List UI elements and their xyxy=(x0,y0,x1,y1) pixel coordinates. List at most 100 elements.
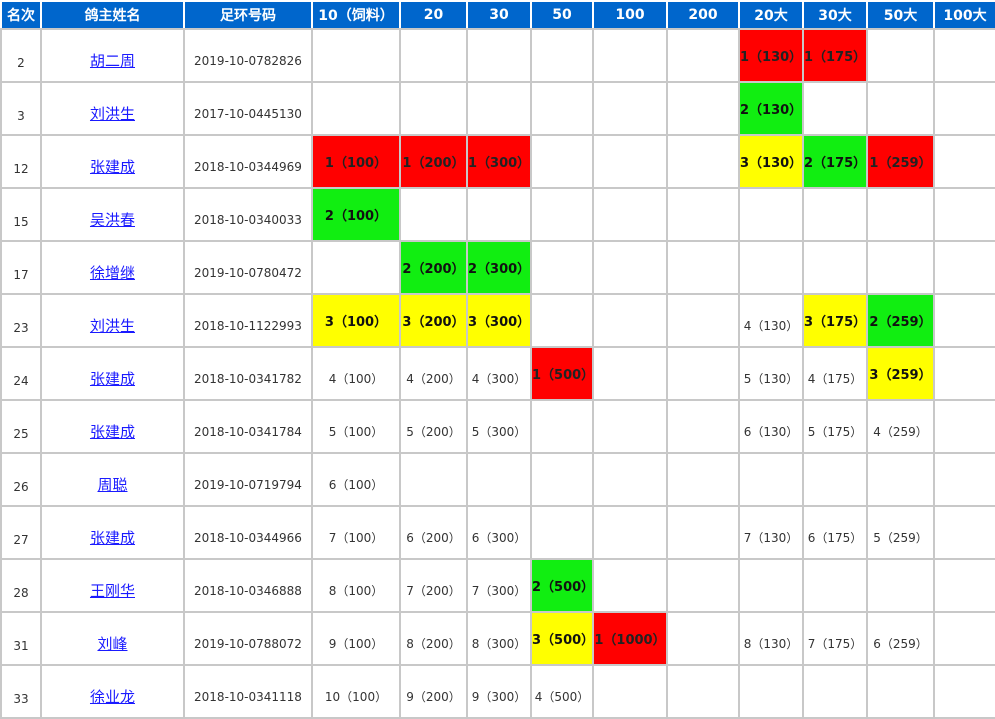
owner-name-link[interactable]: 徐增继 xyxy=(89,264,135,282)
owner-name-link[interactable]: 张建成 xyxy=(89,158,135,176)
rank-cell: 12 xyxy=(0,134,42,189)
owner-name-link[interactable]: 王刚华 xyxy=(89,582,135,600)
owner-name-cell: 王刚华 xyxy=(40,558,185,613)
table-row: 27 张建成 2018-10-0344966 7（100） 6（200） 6（300） 7（… xyxy=(0,505,995,560)
owner-name-link[interactable]: 张建成 xyxy=(89,370,135,388)
result-cell: 5（175） xyxy=(802,399,868,454)
result-cell: 4（259） xyxy=(866,399,935,454)
result-cell: 8（300） xyxy=(466,611,532,666)
result-cell xyxy=(933,558,995,613)
owner-name-link[interactable]: 刘洪生 xyxy=(89,317,135,335)
result-cell xyxy=(530,134,594,189)
result-cell xyxy=(666,293,740,348)
result-cell xyxy=(530,293,594,348)
owner-name-cell: 刘洪生 xyxy=(40,81,185,136)
result-cell xyxy=(530,187,594,242)
result-cell: 7（300） xyxy=(466,558,532,613)
result-cell: 4（500） xyxy=(530,664,594,719)
result-cell xyxy=(530,240,594,295)
result-cell xyxy=(666,664,740,719)
result-cell xyxy=(399,81,468,136)
result-cell xyxy=(866,558,935,613)
owner-name-link[interactable]: 张建成 xyxy=(89,529,135,547)
header-rank: 名次 xyxy=(0,0,42,30)
result-cell xyxy=(933,134,995,189)
owner-name-cell: 刘峰 xyxy=(40,611,185,666)
owner-name-link[interactable]: 胡二周 xyxy=(89,52,135,70)
result-cell xyxy=(933,28,995,83)
owner-name-link[interactable]: 徐业龙 xyxy=(89,688,135,706)
result-cell xyxy=(530,399,594,454)
result-cell xyxy=(933,664,995,719)
rank-cell: 17 xyxy=(0,240,42,295)
result-cell xyxy=(666,399,740,454)
result-cell: 2（100） xyxy=(311,187,401,242)
result-cell xyxy=(802,664,868,719)
owner-name-link[interactable]: 周聪 xyxy=(97,476,128,494)
result-cell xyxy=(399,452,468,507)
result-cell: 3（130） xyxy=(738,134,804,189)
result-cell xyxy=(592,346,668,401)
header-row: 名次 鸽主姓名 足环号码 10（饲料） 20 30 50 100 200 20大 30大 50大 100… xyxy=(0,0,995,30)
result-cell xyxy=(530,81,594,136)
rank-cell: 26 xyxy=(0,452,42,507)
owner-name-link[interactable]: 张建成 xyxy=(89,423,135,441)
result-cell: 9（300） xyxy=(466,664,532,719)
result-cell: 4（130） xyxy=(738,293,804,348)
rank-cell: 33 xyxy=(0,664,42,719)
result-cell xyxy=(592,452,668,507)
header-30-big: 30大 xyxy=(802,0,868,30)
result-cell: 2（500） xyxy=(530,558,594,613)
result-cell xyxy=(592,558,668,613)
table-row: 33 徐业龙 2018-10-0341118 10（100） 9（200） 9（300） 4… xyxy=(0,664,995,719)
result-cell xyxy=(738,452,804,507)
result-cell: 7（200） xyxy=(399,558,468,613)
result-cell xyxy=(666,81,740,136)
rank-cell: 28 xyxy=(0,558,42,613)
ring-number-cell: 2018-10-0341118 xyxy=(183,664,313,719)
result-cell xyxy=(666,452,740,507)
result-cell: 6（259） xyxy=(866,611,935,666)
rank-cell: 24 xyxy=(0,346,42,401)
ring-number-cell: 2018-10-0341782 xyxy=(183,346,313,401)
result-cell xyxy=(311,81,401,136)
rank-cell: 23 xyxy=(0,293,42,348)
result-cell xyxy=(399,187,468,242)
result-cell: 4（300） xyxy=(466,346,532,401)
result-cell: 9（100） xyxy=(311,611,401,666)
ring-number-cell: 2018-10-0346888 xyxy=(183,558,313,613)
header-20-big: 20大 xyxy=(738,0,804,30)
table-row: 28 王刚华 2018-10-0346888 8（100） 7（200） 7（300） 2（… xyxy=(0,558,995,613)
result-cell xyxy=(592,505,668,560)
ring-number-cell: 2018-10-1122993 xyxy=(183,293,313,348)
result-cell xyxy=(311,240,401,295)
owner-name-cell: 徐增继 xyxy=(40,240,185,295)
ring-number-cell: 2018-10-0344966 xyxy=(183,505,313,560)
result-cell xyxy=(530,452,594,507)
ring-number-cell: 2019-10-0719794 xyxy=(183,452,313,507)
result-cell xyxy=(592,293,668,348)
result-cell xyxy=(592,664,668,719)
result-cell xyxy=(933,346,995,401)
owner-name-link[interactable]: 刘峰 xyxy=(97,635,128,653)
table-row: 17 徐增继 2019-10-0780472 2（200） 2（300） xyxy=(0,240,995,295)
header-20: 20 xyxy=(399,0,468,30)
owner-name-cell: 张建成 xyxy=(40,134,185,189)
owner-name-cell: 张建成 xyxy=(40,505,185,560)
result-cell: 7（175） xyxy=(802,611,868,666)
result-cell: 6（200） xyxy=(399,505,468,560)
result-cell xyxy=(738,240,804,295)
result-cell xyxy=(530,505,594,560)
result-cell xyxy=(738,664,804,719)
result-cell xyxy=(466,81,532,136)
owner-name-link[interactable]: 吴洪春 xyxy=(89,211,135,229)
owner-name-link[interactable]: 刘洪生 xyxy=(89,105,135,123)
table-row: 2 胡二周 2019-10-0782826 1（130） 1（175） xyxy=(0,28,995,83)
result-cell: 1（100） xyxy=(311,134,401,189)
result-cell xyxy=(666,187,740,242)
result-cell: 7（130） xyxy=(738,505,804,560)
table-row: 26 周聪 2019-10-0719794 6（100） xyxy=(0,452,995,507)
result-cell xyxy=(802,187,868,242)
result-cell: 6（130） xyxy=(738,399,804,454)
result-cell xyxy=(592,399,668,454)
